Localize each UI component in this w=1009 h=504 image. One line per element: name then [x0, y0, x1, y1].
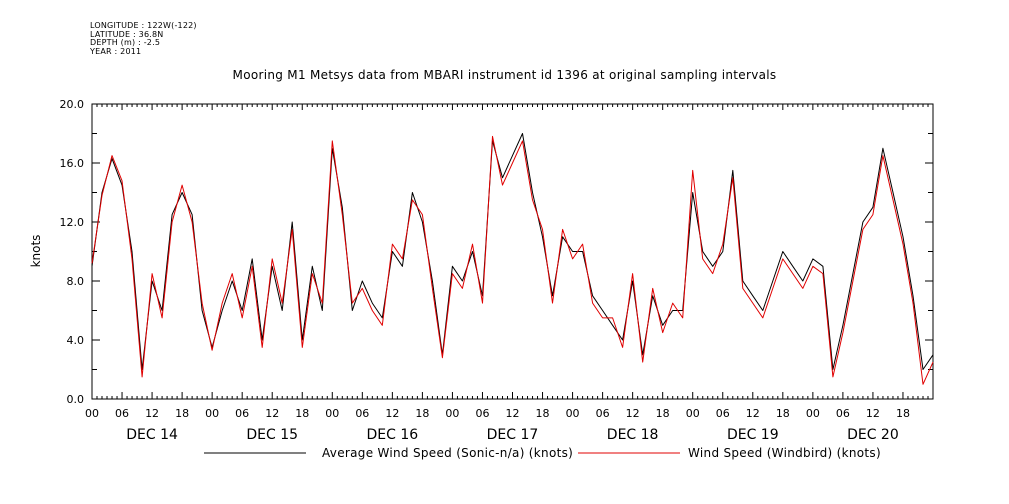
x-day-label: DEC 16 — [367, 427, 419, 443]
plot-frame — [91, 103, 934, 400]
x-tick-label: 18 — [896, 407, 910, 420]
x-tick-label: 18 — [415, 407, 429, 420]
x-tick-label: 00 — [566, 407, 580, 420]
x-tick-label: 06 — [115, 407, 129, 420]
x-tick-label: 00 — [205, 407, 219, 420]
y-tick-label: 4.0 — [67, 334, 85, 347]
depth-text: DEPTH (m) : -2.5 — [90, 38, 161, 48]
x-tick-label: 00 — [85, 407, 99, 420]
x-tick-label: 18 — [295, 407, 309, 420]
series-average-wind-speed — [91, 133, 934, 370]
legend-label-average: Average Wind Speed (Sonic-n/a) (knots) — [322, 446, 574, 460]
metadata-block: LONGITUDE : 122W(-122) LATITUDE : 36.8N … — [90, 21, 197, 56]
x-tick-label: 00 — [806, 407, 820, 420]
x-tick-label: 00 — [445, 407, 459, 420]
x-tick-label: 12 — [866, 407, 880, 420]
y-tick-label: 20.0 — [60, 98, 85, 111]
y-axis-label: knots — [29, 235, 43, 268]
x-day-label: DEC 15 — [246, 427, 298, 443]
x-tick-label: 00 — [325, 407, 339, 420]
x-tick-label: 00 — [686, 407, 700, 420]
x-tick-label: 18 — [656, 407, 670, 420]
legend-label-windbird: Wind Speed (Windbird) (knots) — [688, 446, 881, 460]
x-tick-label: 06 — [836, 407, 850, 420]
x-day-label: DEC 14 — [126, 427, 178, 443]
x-day-label: DEC 19 — [727, 427, 779, 443]
x-tick-label: 06 — [355, 407, 369, 420]
x-tick-label: 06 — [716, 407, 730, 420]
x-day-label: DEC 17 — [487, 427, 539, 443]
x-tick-label: 12 — [145, 407, 159, 420]
x-tick-label: 06 — [235, 407, 249, 420]
x-tick-label: 12 — [265, 407, 279, 420]
series-windbird-wind-speed — [91, 135, 934, 385]
x-tick-label: 18 — [175, 407, 189, 420]
y-tick-label: 0.0 — [67, 393, 85, 406]
x-tick-label: 06 — [475, 407, 489, 420]
y-tick-label: 12.0 — [60, 216, 85, 229]
x-tick-label: 12 — [626, 407, 640, 420]
x-tick-label: 12 — [746, 407, 760, 420]
x-axis: 00 06 12 18 00 06 12 18 00 06 12 18 00 06 12 18 00 06 12 18… — [85, 104, 934, 443]
y-tick-label: 8.0 — [67, 275, 85, 288]
chart-title: Mooring M1 Metsys data from MBARI instru… — [232, 68, 777, 82]
longitude-text: LONGITUDE : 122W(-122) — [90, 21, 197, 30]
x-tick-label: 18 — [536, 407, 550, 420]
x-tick-label: 06 — [596, 407, 610, 420]
latitude-text: LATITUDE : 36.8N — [90, 29, 164, 39]
y-tick-label: 16.0 — [60, 157, 85, 170]
x-tick-label: 12 — [385, 407, 399, 420]
x-day-label: DEC 18 — [607, 427, 659, 443]
year-text: YEAR : 2011 — [90, 46, 142, 56]
x-tick-label: 18 — [776, 407, 790, 420]
x-tick-label: 12 — [506, 407, 520, 420]
y-axis: 0.0 4.0 8.0 12.0 16.0 20.0 — [60, 98, 933, 406]
series-lines — [91, 133, 934, 385]
x-day-label: DEC 20 — [847, 427, 899, 443]
